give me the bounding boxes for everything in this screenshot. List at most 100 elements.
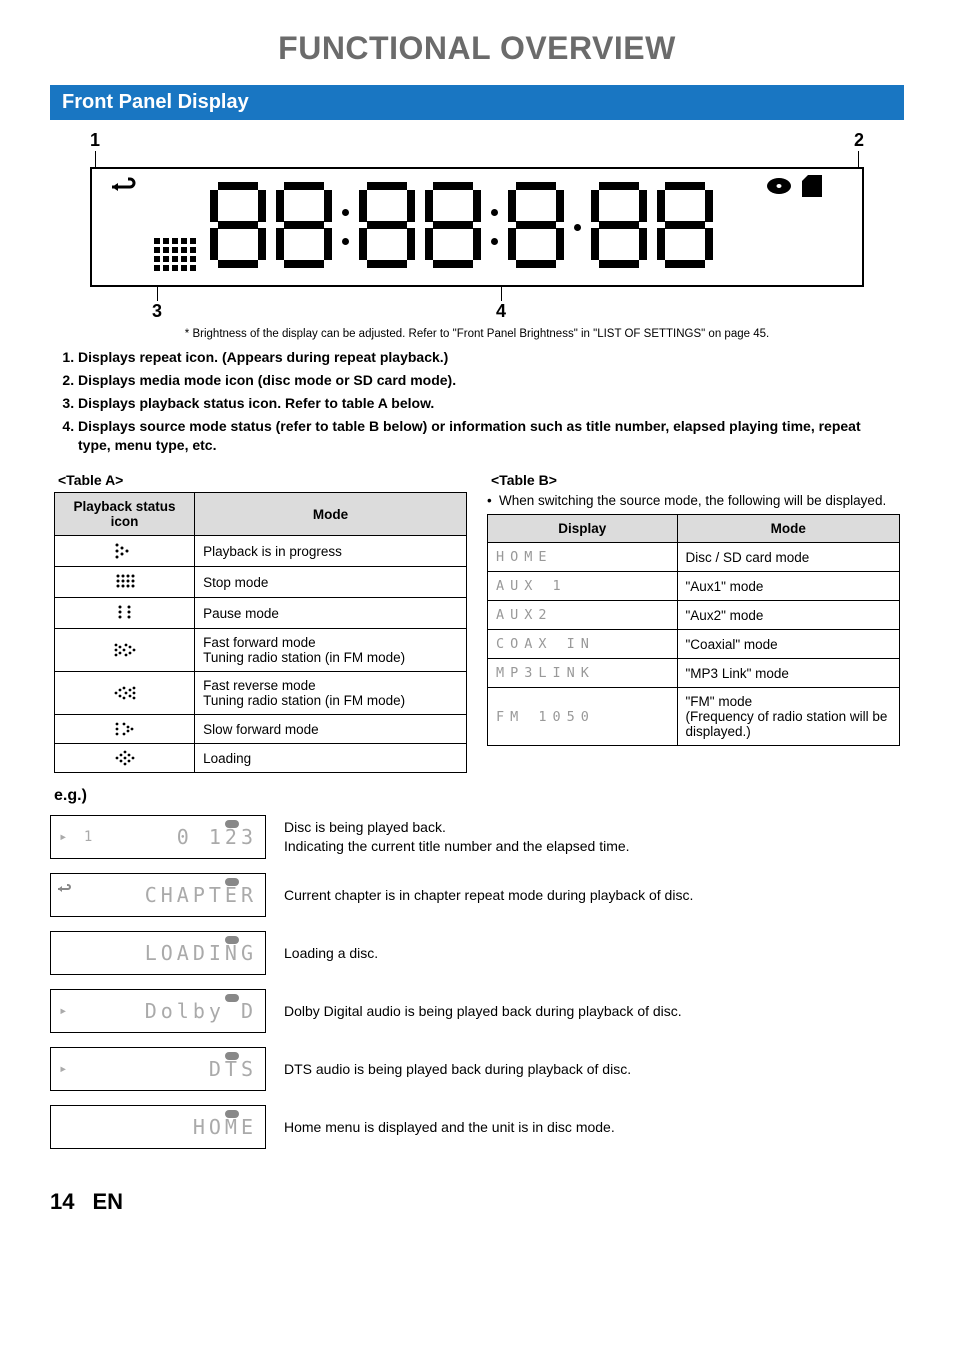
example-box-right: HOME (193, 1115, 257, 1139)
table-row: Playback is in progress (55, 536, 467, 567)
example-description: Dolby Digital audio is being played back… (284, 1002, 904, 1022)
status-dot-grid (154, 238, 196, 271)
table-row: FM 1050"FM" mode (Frequency of radio sta… (488, 688, 900, 746)
table-a-h2: Mode (195, 493, 467, 536)
table-cell: "MP3 Link" mode (677, 659, 899, 688)
display-text: FM 1050 (488, 688, 678, 746)
sd-card-mode-icon (802, 175, 822, 202)
page-footer: 14 EN (50, 1189, 904, 1215)
display-text: AUX2 (488, 601, 678, 630)
table-cell: "Aux1" mode (677, 572, 899, 601)
disc-indicator-icon (225, 994, 239, 1002)
disc-mode-icon (766, 177, 792, 200)
play-icon (55, 536, 195, 567)
disc-indicator-icon (225, 1110, 239, 1118)
example-list: ▸ 1 0 123 Disc is being played back. Indic… (50, 815, 904, 1149)
display-text: MP3LINK (488, 659, 678, 688)
example-box-right: Dolby D (145, 999, 257, 1023)
table-row: AUX 1"Aux1" mode (488, 572, 900, 601)
list-item: Displays playback status icon. Refer to … (78, 394, 894, 413)
disc-indicator-icon (225, 1052, 239, 1060)
example-description: DTS audio is being played back during pl… (284, 1060, 904, 1080)
table-cell: Pause mode (195, 598, 467, 629)
table-row: COAX IN"Coaxial" mode (488, 630, 900, 659)
digit-8-icon (359, 182, 415, 273)
example-box-left: ▸ (59, 1061, 71, 1077)
digit-8-icon (210, 182, 266, 273)
list-item: Displays repeat icon. (Appears during re… (78, 348, 894, 367)
table-cell: Slow forward mode (195, 715, 467, 744)
list-item: Displays source mode status (refer to ta… (78, 417, 894, 455)
example-description: Disc is being played back. Indicating th… (284, 818, 904, 857)
repeat-icon (55, 876, 73, 900)
table-row: AUX2"Aux2" mode (488, 601, 900, 630)
table-cell: "Aux2" mode (677, 601, 899, 630)
section-heading: Front Panel Display (50, 85, 904, 120)
table-b-h1: Display (488, 515, 678, 543)
example-box-right: LOADING (145, 941, 257, 965)
fast-reverse-icon (55, 672, 195, 715)
table-cell: "FM" mode (Frequency of radio station wi… (677, 688, 899, 746)
table-b-note: •When switching the source mode, the fol… (487, 492, 900, 510)
example-display-box: LOADING (50, 931, 266, 975)
example-row: ▸ 1 0 123 Disc is being played back. Indic… (50, 815, 904, 859)
page: FUNCTIONAL OVERVIEW Front Panel Display … (0, 0, 954, 1245)
list-item: Displays media mode icon (disc mode or S… (78, 371, 894, 390)
display-text: COAX IN (488, 630, 678, 659)
disc-indicator-icon (225, 936, 239, 944)
period-icon (574, 224, 581, 231)
example-description: Current chapter is in chapter repeat mod… (284, 886, 904, 906)
example-box-right: 0 123 (177, 825, 257, 849)
disc-indicator-icon (225, 878, 239, 886)
callout-2: 2 (854, 130, 864, 151)
fast-forward-icon (55, 629, 195, 672)
panel-diagram: 1 2 (90, 130, 864, 322)
example-box-left: ▸ 1 (59, 829, 96, 845)
example-box-right: DTS (209, 1057, 257, 1081)
example-description: Home menu is displayed and the unit is i… (284, 1118, 904, 1138)
table-row: Pause mode (55, 598, 467, 629)
table-cell: Fast reverse mode Tuning radio station (… (195, 672, 467, 715)
table-row: HOMEDisc / SD card mode (488, 543, 900, 572)
table-cell: Stop mode (195, 567, 467, 598)
stop-icon (55, 567, 195, 598)
page-number: 14 (50, 1189, 74, 1215)
table-b-h2: Mode (677, 515, 899, 543)
footnote: * Brightness of the display can be adjus… (50, 328, 904, 340)
example-row: HOME Home menu is displayed and the unit … (50, 1105, 904, 1149)
example-row: ▸ Dolby D Dolby Digital audio is being pla… (50, 989, 904, 1033)
table-row: Fast reverse mode Tuning radio station (… (55, 672, 467, 715)
repeat-icon (106, 177, 140, 202)
table-cell: "Coaxial" mode (677, 630, 899, 659)
digit-8-icon (508, 182, 564, 273)
example-box-right: CHAPTER (145, 883, 257, 907)
table-cell: Loading (195, 744, 467, 773)
table-b-title: <Table B> (491, 472, 900, 488)
colon-icon (491, 209, 498, 245)
table-a-h1: Playback status icon (55, 493, 195, 536)
table-row: Slow forward mode (55, 715, 467, 744)
digit-8-icon (276, 182, 332, 273)
example-row: LOADING Loading a disc. (50, 931, 904, 975)
table-a-column: <Table A> Playback status icon Mode Play… (54, 464, 467, 773)
callout-1: 1 (90, 130, 100, 151)
table-cell: Disc / SD card mode (677, 543, 899, 572)
page-title: FUNCTIONAL OVERVIEW (50, 30, 904, 67)
table-row: Loading (55, 744, 467, 773)
page-language: EN (92, 1189, 123, 1215)
table-cell: Fast forward mode Tuning radio station (… (195, 629, 467, 672)
example-description: Loading a disc. (284, 944, 904, 964)
slow-forward-icon (55, 715, 195, 744)
example-row: CHAPTER Current chapter is in chapter rep… (50, 873, 904, 917)
digit-8-icon (425, 182, 481, 273)
example-display-box: HOME (50, 1105, 266, 1149)
example-box-left: ▸ (59, 1003, 71, 1019)
table-a-title: <Table A> (58, 472, 467, 488)
example-heading: e.g.) (54, 787, 904, 805)
table-row: Fast forward mode Tuning radio station (… (55, 629, 467, 672)
display-text: HOME (488, 543, 678, 572)
disc-indicator-icon (225, 820, 239, 828)
table-cell: Playback is in progress (195, 536, 467, 567)
example-display-box: ▸ Dolby D (50, 989, 266, 1033)
digit-8-icon (591, 182, 647, 273)
